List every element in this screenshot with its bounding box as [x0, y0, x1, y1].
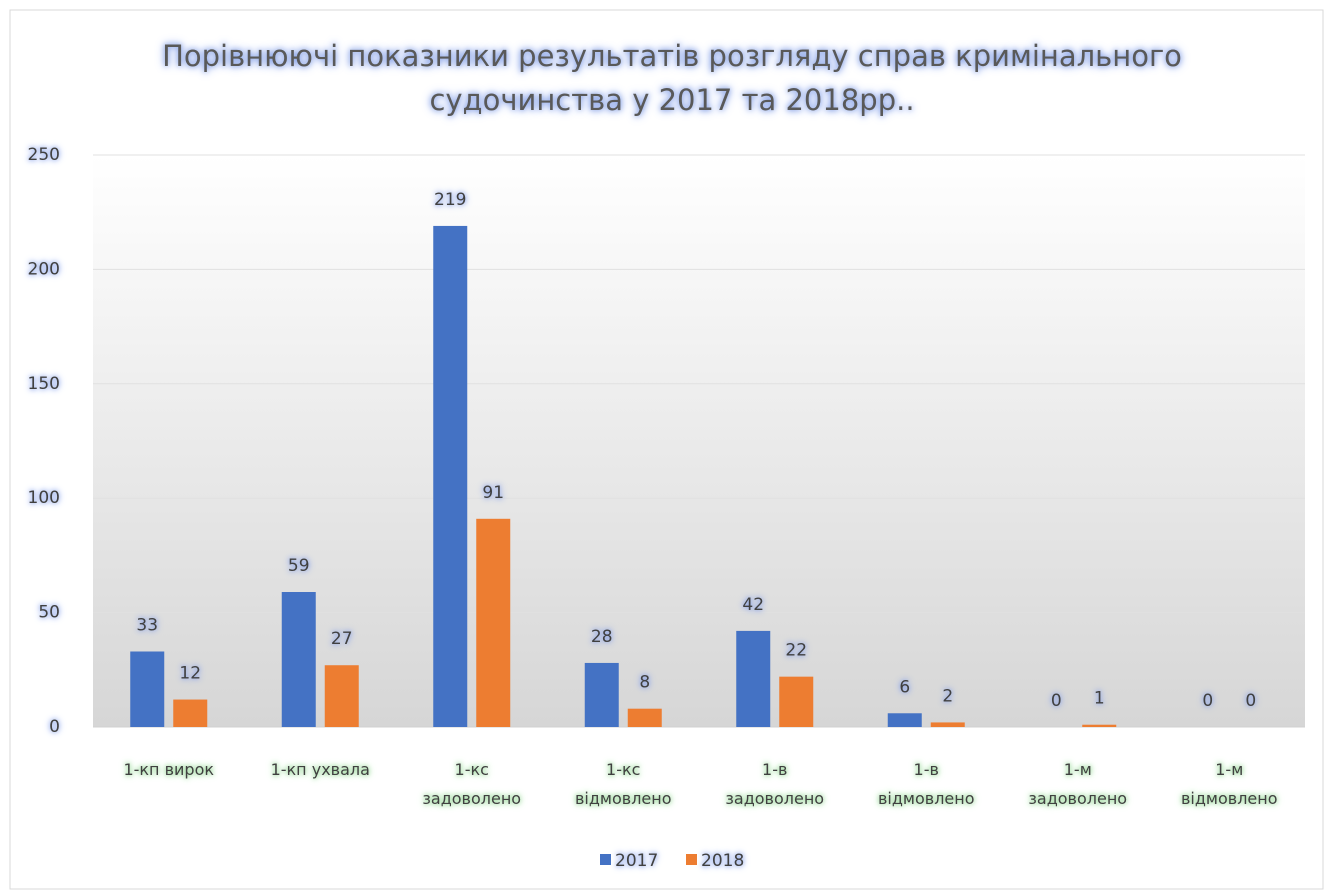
data-label: 0 — [1245, 691, 1256, 711]
bar — [476, 518, 511, 727]
y-tick-label: 0 — [49, 717, 60, 737]
legend-swatch — [600, 854, 611, 865]
legend-label: 2017 — [615, 851, 658, 871]
bar — [584, 662, 619, 727]
data-label: 2 — [942, 686, 953, 706]
bar — [433, 225, 468, 728]
bar — [779, 676, 814, 727]
data-label: 1 — [1094, 689, 1105, 709]
bar — [1082, 724, 1117, 727]
bar — [324, 665, 359, 727]
data-label: 0 — [1202, 691, 1213, 711]
data-label: 12 — [179, 664, 201, 684]
data-label: 91 — [482, 483, 504, 503]
chart-title: Порівнюючі показники результатів розгляд… — [162, 39, 1182, 117]
data-label: 22 — [785, 641, 807, 661]
data-label: 6 — [899, 677, 910, 697]
data-label: 0 — [1051, 691, 1062, 711]
y-tick-label: 200 — [28, 259, 60, 279]
data-label: 28 — [591, 627, 613, 647]
x-tick-label: 1-кс задоволено — [422, 760, 521, 808]
bar — [736, 630, 771, 727]
bar — [281, 592, 316, 727]
bar — [130, 651, 165, 727]
y-tick-label: 50 — [38, 603, 60, 623]
bar — [887, 713, 922, 727]
x-tick-label: 1-кс відмовлено — [575, 760, 672, 808]
bar — [627, 708, 662, 727]
x-tick-label: 1-в задоволено — [725, 760, 824, 808]
data-label: 219 — [434, 190, 466, 210]
y-tick-label: 250 — [28, 145, 60, 165]
data-label: 8 — [639, 673, 650, 693]
x-tick-label: 1-кп вирок — [123, 760, 214, 779]
y-tick-label: 150 — [28, 374, 60, 394]
bar — [930, 722, 965, 727]
legend-label: 2018 — [701, 851, 744, 871]
x-tick-label: 1-м відмовлено — [1181, 760, 1278, 808]
data-label: 59 — [288, 556, 310, 576]
x-tick-label: 1-м задоволено — [1028, 760, 1127, 808]
x-tick-label: 1-в відмовлено — [878, 760, 975, 808]
data-label: 27 — [331, 629, 353, 649]
x-tick-label: 1-кп ухвала — [271, 760, 370, 779]
data-label: 33 — [136, 615, 158, 635]
bar — [173, 699, 208, 727]
y-tick-label: 100 — [28, 488, 60, 508]
plot-area — [93, 155, 1305, 727]
data-label: 42 — [742, 595, 764, 615]
legend-swatch — [686, 854, 697, 865]
